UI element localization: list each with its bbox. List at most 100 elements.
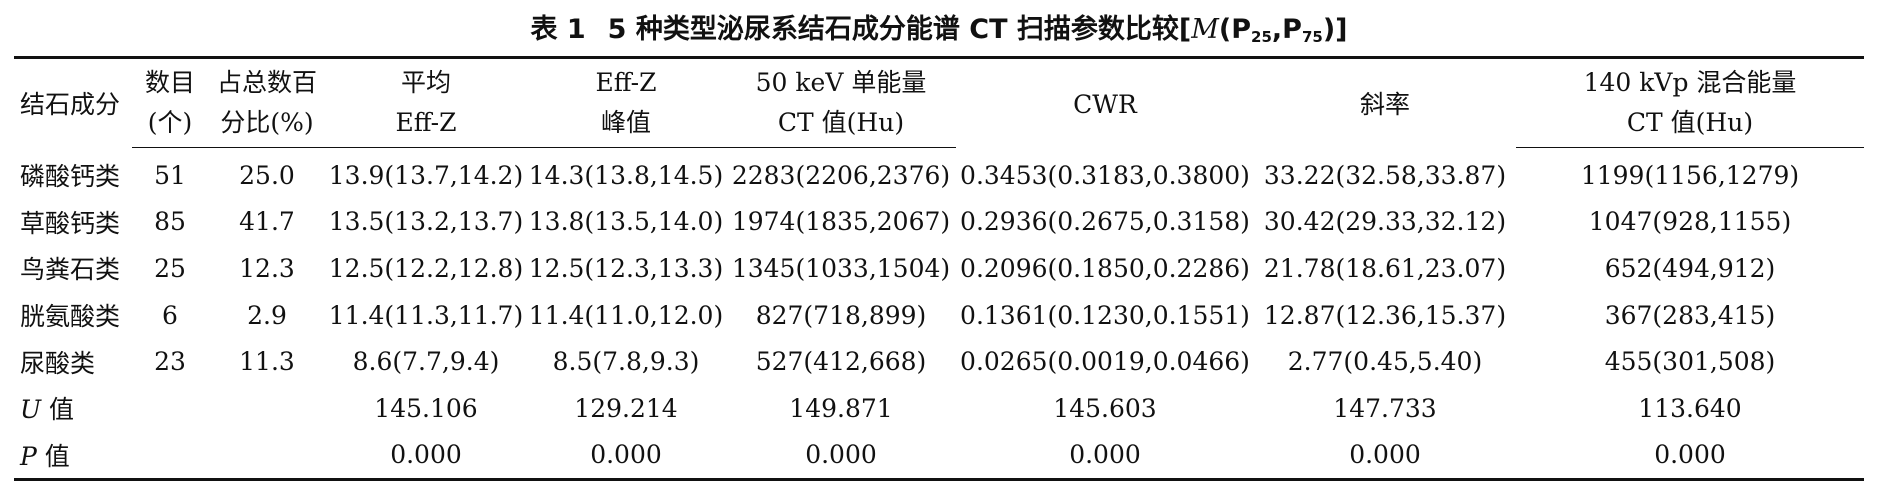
- cell-effz-peak: 13.8(13.5,14.0): [528, 207, 724, 237]
- cell-cwr: 0.0265(0.0019,0.0466): [960, 347, 1250, 377]
- cell-count: [132, 385, 208, 432]
- cell-kev50: 527(412,668): [755, 347, 927, 377]
- header-cwr: CWR: [1073, 90, 1137, 120]
- cell-pct: [208, 385, 326, 432]
- caption-p25-sub: 25: [1251, 28, 1272, 46]
- caption-stat-close: )]: [1322, 14, 1348, 45]
- cell-pct: 12.3: [239, 253, 295, 283]
- caption-stat-open: (P: [1218, 14, 1252, 45]
- cell-effz-mean: 0.000: [390, 440, 462, 470]
- table-row: 磷酸钙类 51 25.0 13.9(13.7,14.2) 14.3(13.8,1…: [14, 148, 1864, 199]
- p-row-label: P 值: [14, 432, 132, 480]
- cell-count: 85: [154, 207, 186, 237]
- cell-effz-mean: 8.6(7.7,9.4): [352, 347, 500, 377]
- header-kvp140-line1: 140 kVp 混合能量: [1583, 68, 1797, 97]
- cell-component: 鸟粪石类: [20, 255, 121, 285]
- p-row-label-suffix: 值: [36, 441, 70, 471]
- cell-component: 磷酸钙类: [20, 162, 121, 192]
- header-pct-line1: 占总数百: [216, 68, 317, 97]
- table-row: 胱氨酸类 6 2.9 11.4(11.3,11.7) 11.4(11.0,12.…: [14, 292, 1864, 339]
- header-kev50-line2: CT 值(Hu): [726, 103, 956, 148]
- cell-count: 6: [162, 300, 178, 330]
- cell-slope: 21.78(18.61,23.07): [1263, 253, 1507, 283]
- cell-slope: 33.22(32.58,33.87): [1263, 160, 1507, 190]
- cell-count: 51: [154, 160, 186, 190]
- cell-kvp140: 0.000: [1654, 440, 1726, 470]
- cell-slope: 147.733: [1333, 393, 1437, 423]
- cell-component: 胱氨酸类: [20, 302, 121, 332]
- cell-effz-peak: 0.000: [590, 440, 662, 470]
- cell-slope: 2.77(0.45,5.40): [1287, 347, 1483, 377]
- cell-component: 尿酸类: [20, 348, 96, 378]
- cell-cwr: 0.2096(0.1850,0.2286): [960, 253, 1250, 283]
- u-row-label-var: U: [20, 395, 42, 425]
- cell-count: 25: [154, 253, 186, 283]
- header-kev50-line1: 50 keV 单能量: [755, 68, 927, 97]
- cell-count: [132, 432, 208, 480]
- cell-kvp140: 113.640: [1638, 393, 1742, 423]
- table-row: 草酸钙类 85 41.7 13.5(13.2,13.7) 13.8(13.5,1…: [14, 199, 1864, 246]
- caption-stat-prefix: [: [1178, 14, 1192, 45]
- cell-pct: [208, 432, 326, 480]
- cell-effz-mean: 13.5(13.2,13.7): [328, 207, 524, 237]
- cell-effz-mean: 12.5(12.2,12.8): [328, 253, 524, 283]
- table-row: 鸟粪石类 25 12.3 12.5(12.2,12.8) 12.5(12.3,1…: [14, 245, 1864, 292]
- cell-effz-mean: 11.4(11.3,11.7): [328, 300, 524, 330]
- cell-kvp140: 1199(1156,1279): [1580, 160, 1800, 190]
- header-kvp140-line2: CT 值(Hu): [1516, 103, 1864, 148]
- header-row: 结石成分 数目 占总数百 平均 Eff-Z 50 keV 单能量 CWR 斜率 …: [14, 58, 1864, 119]
- cell-effz-mean: 13.9(13.7,14.2): [328, 160, 524, 190]
- cell-effz-mean: 145.106: [374, 393, 478, 423]
- table-caption: 表 1 5 种类型泌尿系结石成分能谱 CT 扫描参数比较[M(P25,P75)]: [0, 12, 1878, 55]
- cell-pct: 11.3: [239, 347, 295, 377]
- cell-cwr: 145.603: [1053, 393, 1157, 423]
- caption-p75-sub: 75: [1301, 28, 1323, 46]
- cell-kev50: 827(718,899): [755, 300, 927, 330]
- cell-slope: 12.87(12.36,15.37): [1263, 300, 1507, 330]
- cell-effz-peak: 11.4(11.0,12.0): [528, 300, 724, 330]
- cell-kvp140: 1047(928,1155): [1588, 207, 1792, 237]
- cell-effz-peak: 129.214: [574, 393, 678, 423]
- header-effz-mean-line2: Eff-Z: [326, 103, 526, 148]
- table-row: 尿酸类 23 11.3 8.6(7.7,9.4) 8.5(7.8,9.3) 52…: [14, 338, 1864, 385]
- cell-pct: 41.7: [239, 207, 295, 237]
- cell-cwr: 0.1361(0.1230,0.1551): [960, 300, 1250, 330]
- cell-component: 草酸钙类: [20, 208, 121, 238]
- u-value-row: U 值 145.106 129.214 149.871 145.603 147.…: [14, 385, 1864, 432]
- cell-count: 23: [154, 347, 186, 377]
- cell-cwr: 0.3453(0.3183,0.3800): [960, 160, 1250, 190]
- u-row-label: U 值: [14, 385, 132, 432]
- header-count-line1: 数目: [144, 68, 195, 97]
- caption-stat-sep: ,P: [1271, 14, 1302, 45]
- cell-pct: 2.9: [247, 300, 287, 330]
- caption-label: 表 1: [530, 14, 586, 45]
- cell-kev50: 0.000: [805, 440, 877, 470]
- cell-kev50: 1345(1033,1504): [731, 253, 951, 283]
- cell-cwr: 0.2936(0.2675,0.3158): [960, 207, 1250, 237]
- header-count-line2: (个): [132, 103, 208, 148]
- p-row-label-var: P: [20, 441, 37, 471]
- cell-kvp140: 367(283,415): [1604, 300, 1776, 330]
- caption-title: 5 种类型泌尿系结石成分能谱 CT 扫描参数比较: [607, 14, 1179, 45]
- cell-kev50: 149.871: [789, 393, 893, 423]
- cell-kvp140: 652(494,912): [1604, 253, 1776, 283]
- header-slope: 斜率: [1359, 90, 1410, 120]
- header-row: (个) 分比(%) Eff-Z 峰值 CT 值(Hu) CT 值(Hu): [14, 103, 1864, 148]
- cell-kev50: 1974(1835,2067): [731, 207, 951, 237]
- cell-pct: 25.0: [239, 160, 295, 190]
- cell-effz-peak: 14.3(13.8,14.5): [528, 160, 724, 190]
- data-table: 结石成分 数目 占总数百 平均 Eff-Z 50 keV 单能量 CWR 斜率 …: [14, 56, 1864, 482]
- cell-slope: 0.000: [1349, 440, 1421, 470]
- cell-cwr: 0.000: [1069, 440, 1141, 470]
- cell-kev50: 2283(2206,2376): [731, 160, 951, 190]
- header-pct-line2: 分比(%): [208, 103, 326, 148]
- header-effz-peak-line1: Eff-Z: [595, 68, 657, 97]
- u-row-label-suffix: 值: [41, 395, 75, 425]
- header-effz-mean-line1: 平均: [400, 68, 451, 97]
- header-component: 结石成分: [20, 90, 121, 120]
- cell-slope: 30.42(29.33,32.12): [1263, 207, 1507, 237]
- header-effz-peak-line2: 峰值: [526, 103, 726, 148]
- cell-effz-peak: 8.5(7.8,9.3): [552, 347, 700, 377]
- cell-kvp140: 455(301,508): [1604, 347, 1776, 377]
